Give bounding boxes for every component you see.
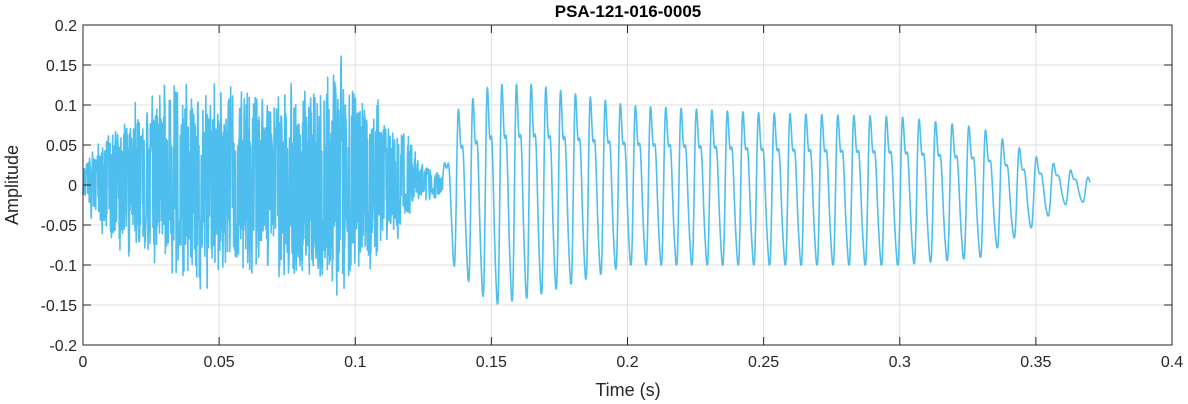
y-axis-label: Amplitude xyxy=(2,145,22,225)
chart-title: PSA-121-016-0005 xyxy=(555,2,701,21)
x-tick-labels: 0 0.05 0.1 0.15 0.2 0.25 0.3 0.35 0.4 xyxy=(79,354,1184,371)
tick-marks xyxy=(82,24,1173,346)
waveform-line xyxy=(82,55,1091,305)
x-tick-label: 0.05 xyxy=(204,354,235,371)
y-tick-label: 0.15 xyxy=(46,58,77,75)
y-tick-label: -0.2 xyxy=(49,338,77,355)
y-tick-label: -0.1 xyxy=(49,258,77,275)
x-tick-label: 0.2 xyxy=(616,354,638,371)
x-tick-label: 0 xyxy=(79,354,88,371)
y-tick-label: 0.2 xyxy=(55,18,77,35)
x-axis-label: Time (s) xyxy=(595,380,660,400)
y-tick-label: -0.05 xyxy=(41,218,78,235)
y-tick-labels: -0.2 -0.15 -0.1 -0.05 0 0.05 0.1 0.15 0.2 xyxy=(41,18,78,355)
y-tick-label: 0.05 xyxy=(46,138,77,155)
x-tick-label: 0.25 xyxy=(748,354,779,371)
x-tick-label: 0.35 xyxy=(1020,354,1051,371)
x-tick-label: 0.3 xyxy=(889,354,911,371)
series-layer xyxy=(82,55,1091,305)
x-tick-label: 0.1 xyxy=(344,354,366,371)
y-tick-label: 0.1 xyxy=(55,98,77,115)
y-tick-label: -0.15 xyxy=(41,298,78,315)
x-tick-label: 0.15 xyxy=(476,354,507,371)
x-tick-label: 0.4 xyxy=(1161,354,1183,371)
y-tick-label: 0 xyxy=(68,178,77,195)
